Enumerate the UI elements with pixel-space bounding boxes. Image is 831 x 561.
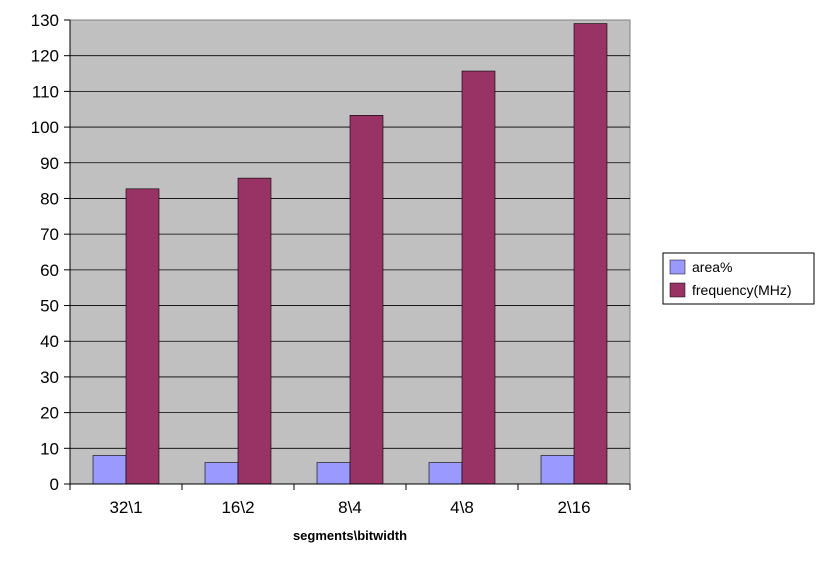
x-tick-label: 2\16 (557, 498, 590, 517)
bar-frequency (125, 188, 160, 485)
x-tick-labels: 32\1 16\2 8\4 4\8 2\16 (109, 498, 590, 517)
y-tick-label: 120 (31, 47, 59, 66)
y-tick-label: 50 (40, 297, 59, 316)
bar-frequency (237, 177, 272, 485)
y-tick-label: 40 (40, 332, 59, 351)
x-tick-label: 4\8 (450, 498, 474, 517)
y-tick-label: 90 (40, 154, 59, 173)
y-tick-label: 130 (31, 11, 59, 30)
bar-frequency (349, 114, 384, 485)
y-tick-label: 70 (40, 225, 59, 244)
y-tick-label: 60 (40, 261, 59, 280)
legend-swatch-area (669, 259, 686, 275)
legend-label-frequency: frequency(MHz) (692, 282, 792, 298)
y-tick-label: 110 (32, 82, 59, 101)
legend-swatch-frequency (669, 282, 686, 298)
bar-area (92, 455, 127, 485)
y-tick-label: 0 (50, 475, 59, 494)
bar-area (428, 462, 463, 485)
x-tick-label: 16\2 (221, 498, 254, 517)
bar-area (204, 462, 239, 485)
bar-frequency (461, 70, 496, 485)
bar-frequency (573, 23, 608, 485)
bar-area (316, 462, 351, 485)
bar-area (540, 455, 575, 485)
y-tick-label: 100 (31, 118, 59, 137)
y-tick-label: 20 (40, 404, 59, 423)
x-tick-label: 8\4 (338, 498, 362, 517)
x-axis-label: segments\bitwidth (293, 528, 407, 543)
legend: area% frequency(MHz) (662, 252, 815, 305)
x-tick-label: 32\1 (109, 498, 142, 517)
bars (92, 23, 608, 485)
y-tick-label: 10 (40, 439, 59, 458)
y-tick-label: 80 (40, 189, 59, 208)
y-tick-label: 30 (40, 368, 59, 387)
legend-label-area: area% (692, 259, 732, 275)
axes (64, 19, 631, 490)
y-tick-labels: 0 10 20 30 40 50 60 70 80 90 100 110 120 130 (31, 11, 59, 494)
legend-box (662, 252, 815, 305)
